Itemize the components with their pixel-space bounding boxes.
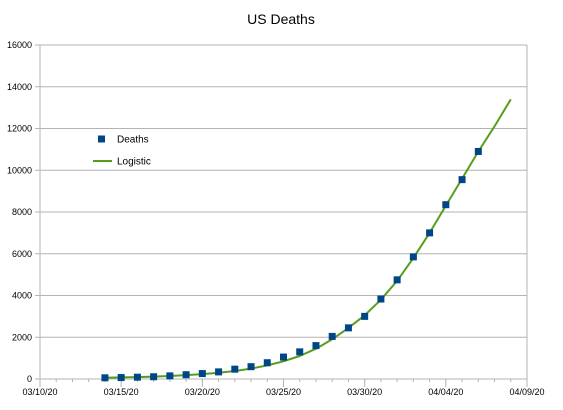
deaths-point (361, 312, 369, 320)
deaths-point (231, 365, 239, 373)
x-tick-label: 03/15/20 (104, 387, 139, 397)
legend-deaths-marker (98, 135, 105, 143)
x-tick-label: 03/30/20 (347, 387, 382, 397)
y-tick-label: 12000 (7, 124, 32, 134)
deaths-point (296, 348, 304, 356)
deaths-point (344, 324, 352, 332)
deaths-point (166, 372, 174, 380)
y-tick-label: 4000 (12, 291, 32, 301)
series-layer (101, 98, 512, 382)
y-tick-label: 14000 (7, 82, 32, 92)
deaths-point (474, 147, 482, 155)
deaths-point (426, 229, 434, 237)
deaths-point (150, 373, 158, 381)
deaths-point (182, 371, 190, 379)
x-tick-label: 03/20/20 (185, 387, 220, 397)
x-tick-label: 04/04/20 (428, 387, 463, 397)
deaths-point (377, 295, 385, 303)
x-tick-label: 03/25/20 (266, 387, 301, 397)
logistic-line (104, 98, 512, 379)
deaths-point (133, 373, 141, 381)
axis-layer: 0 2000 4000 6000 8000 10000 12000 14000 16000 03/… (7, 40, 545, 397)
y-tick-label: 16000 (7, 40, 32, 50)
deaths-point (263, 359, 271, 367)
deaths-point (280, 353, 287, 361)
y-tick-label: 10000 (7, 165, 32, 175)
y-tick-label: 0 (27, 374, 32, 384)
deaths-point (101, 374, 109, 382)
deaths-point (198, 370, 206, 378)
deaths-point (247, 363, 255, 371)
x-tick-label: 04/09/20 (509, 387, 544, 397)
x-tick-label: 03/10/20 (22, 387, 57, 397)
y-tick-label: 2000 (12, 332, 32, 342)
grid-layer (40, 44, 527, 380)
y-tick-label: 6000 (12, 249, 32, 259)
chart-title: US Deaths (247, 11, 315, 27)
deaths-point (442, 201, 450, 209)
legend-logistic-label: Logistic (117, 157, 151, 168)
deaths-point (409, 253, 417, 261)
deaths-point (328, 332, 336, 340)
deaths-point (215, 368, 223, 376)
deaths-point (117, 374, 125, 382)
deaths-point (393, 276, 401, 284)
deaths-point (458, 176, 466, 184)
legend-deaths-label: Deaths (117, 135, 149, 146)
y-tick-label: 8000 (12, 207, 32, 217)
deaths-point (312, 342, 320, 350)
legend: Deaths Logistic (93, 135, 151, 168)
